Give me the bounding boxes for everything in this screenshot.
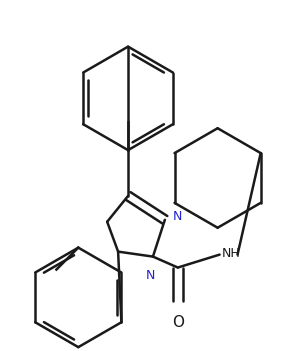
Text: NH: NH <box>222 247 240 260</box>
Text: N: N <box>145 269 155 282</box>
Text: O: O <box>172 315 184 330</box>
Text: N: N <box>173 210 182 223</box>
